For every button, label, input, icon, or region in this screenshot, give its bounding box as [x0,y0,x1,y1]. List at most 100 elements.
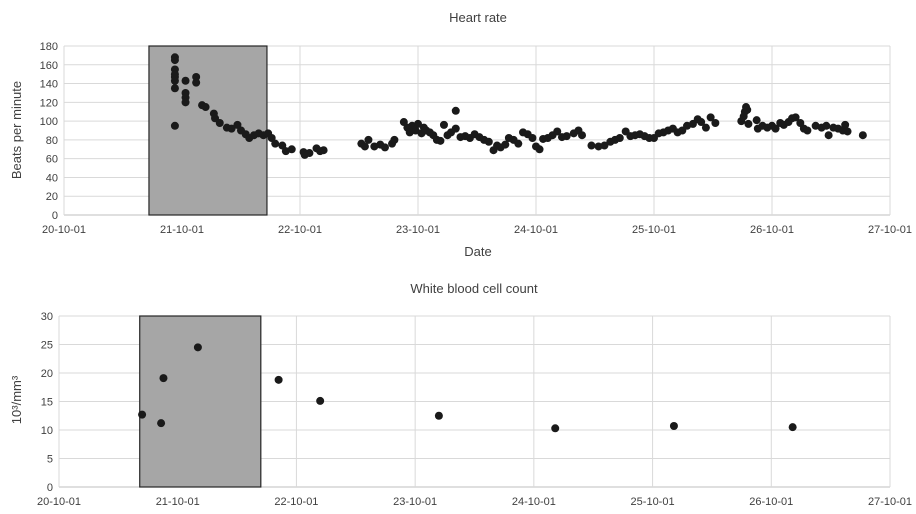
data-point [181,76,190,85]
y-tick-label: 160 [40,60,58,72]
data-point [287,145,296,154]
y-tick-label: 60 [46,154,58,166]
y-ticks: 0 5 10 15 20 25 30 [41,311,53,494]
data-point [824,131,833,140]
data-point [744,119,753,128]
y-tick-label: 180 [40,41,58,53]
data-point [439,120,448,129]
data-point [553,127,562,136]
data-point [227,124,236,133]
data-point [514,139,523,148]
series-points [170,53,867,159]
data-point [701,123,710,132]
data-point [752,116,761,125]
data-point [159,374,168,383]
data-point [822,121,831,130]
data-point [711,118,720,127]
x-tick-label: 21-10-01 [160,224,204,236]
data-point [201,103,210,112]
data-point [414,119,422,128]
data-point [562,132,571,141]
x-tick-label: 23-10-01 [393,496,437,508]
x-tick-label: 23-10-01 [396,224,440,236]
data-point [170,56,179,65]
data-point [501,140,510,149]
x-tick-label: 20-10-01 [37,496,81,508]
data-point [305,149,314,158]
data-point [319,146,328,155]
data-point [484,137,493,146]
y-tick-label: 120 [40,97,58,109]
x-ticks: 20-10-01 21-10-01 22-10-01 23-10-01 24-10-01… [42,224,912,236]
data-point [436,136,445,145]
data-point [791,113,800,122]
y-tick-label: 10 [41,425,53,437]
y-tick-label: 30 [41,311,53,323]
highlight-range [139,315,262,488]
highlight-range [148,45,268,216]
data-point [669,422,678,431]
x-tick-label: 27-10-01 [868,496,912,508]
y-tick-label: 0 [47,482,53,494]
data-point [364,135,373,144]
x-tick-label: 22-10-01 [278,224,322,236]
data-point [615,134,624,143]
data-point [170,76,179,85]
x-tick-label: 21-10-01 [156,496,200,508]
data-point [697,118,706,127]
data-point [788,423,797,432]
y-tick-label: 25 [41,340,53,352]
x-tick-label: 24-10-01 [512,496,556,508]
data-point [743,105,752,114]
y-tick-label: 40 [46,172,58,184]
highlight-box [148,45,268,216]
series-points [138,343,797,433]
data-point [170,121,179,130]
highlight-box [139,315,262,488]
x-tick-label: 22-10-01 [274,496,318,508]
data-point [138,410,147,419]
data-point [170,84,179,93]
x-tick-label: 24-10-01 [514,224,558,236]
data-point [192,78,201,87]
data-point [316,396,325,405]
data-point [858,131,867,140]
data-point [706,113,715,122]
white-blood-cell-chart: White blood cell count 10³/mm³ 20-10-01 2… [9,281,912,508]
data-point [600,141,609,150]
data-point [551,424,560,433]
data-point [451,106,460,115]
data-point [390,135,399,144]
data-point [578,131,587,140]
data-point [192,72,201,81]
data-point [380,143,389,152]
y-tick-label: 140 [40,79,58,91]
data-point [271,139,280,148]
data-point [215,118,224,127]
y-axis-label: 10³/mm³ [9,375,24,424]
chart-title: Heart rate [449,10,507,25]
heart-rate-chart: Heart rate Date Beats per minute 20-10-0… [9,10,912,259]
y-tick-label: 5 [47,454,53,466]
x-axis-label: Date [464,244,491,259]
x-tick-label: 25-10-01 [632,224,676,236]
data-point [535,145,544,154]
x-tick-label: 26-10-01 [750,224,794,236]
y-ticks: 0 20 40 60 80 100 120 140 160 180 [40,41,58,222]
y-tick-label: 15 [41,397,53,409]
y-tick-label: 20 [41,368,53,380]
y-axis-label: Beats per minute [9,81,24,179]
data-point [181,98,190,107]
data-point [843,127,852,136]
data-point [528,134,537,143]
data-point [193,343,202,352]
data-point [594,142,603,151]
x-tick-label: 20-10-01 [42,224,86,236]
data-point [274,375,283,384]
data-point [841,120,850,129]
data-point [434,411,443,420]
data-point [587,141,596,150]
data-point [157,419,166,428]
data-point [771,124,780,133]
